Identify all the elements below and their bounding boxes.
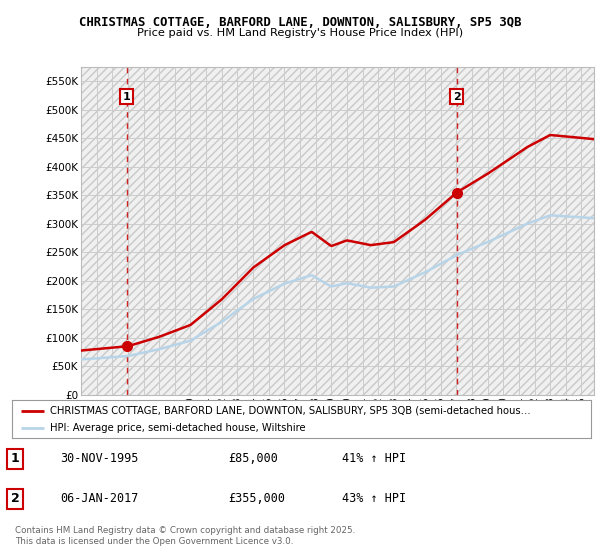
Text: 06-JAN-2017: 06-JAN-2017	[60, 492, 139, 505]
Text: 2: 2	[11, 492, 19, 505]
Text: 43% ↑ HPI: 43% ↑ HPI	[342, 492, 406, 505]
Text: 41% ↑ HPI: 41% ↑ HPI	[342, 452, 406, 465]
Text: 30-NOV-1995: 30-NOV-1995	[60, 452, 139, 465]
Text: 2: 2	[453, 92, 461, 102]
Text: 1: 1	[11, 452, 19, 465]
Text: Price paid vs. HM Land Registry's House Price Index (HPI): Price paid vs. HM Land Registry's House …	[137, 28, 463, 38]
Text: 1: 1	[123, 92, 130, 102]
Text: £85,000: £85,000	[228, 452, 278, 465]
Text: Contains HM Land Registry data © Crown copyright and database right 2025.
This d: Contains HM Land Registry data © Crown c…	[15, 526, 355, 546]
Text: HPI: Average price, semi-detached house, Wiltshire: HPI: Average price, semi-detached house,…	[50, 423, 305, 433]
Text: CHRISTMAS COTTAGE, BARFORD LANE, DOWNTON, SALISBURY, SP5 3QB: CHRISTMAS COTTAGE, BARFORD LANE, DOWNTON…	[79, 16, 521, 29]
Text: £355,000: £355,000	[228, 492, 285, 505]
Text: CHRISTMAS COTTAGE, BARFORD LANE, DOWNTON, SALISBURY, SP5 3QB (semi-detached hous: CHRISTMAS COTTAGE, BARFORD LANE, DOWNTON…	[50, 405, 530, 416]
